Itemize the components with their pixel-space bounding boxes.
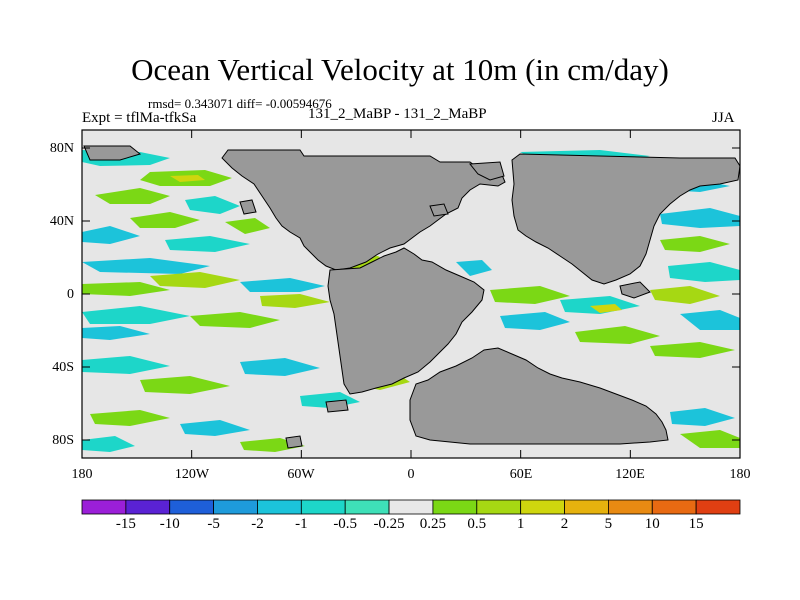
x-tick-label: 60E: [509, 467, 533, 482]
land-south-west-continent: [327, 247, 485, 395]
colorbar-swatch: [81, 499, 127, 515]
y-tick-label: 40S: [52, 360, 74, 375]
colorbar-label: -0.5: [333, 516, 358, 532]
anomaly-green: [150, 272, 240, 288]
colorbar-swatch: [695, 499, 741, 515]
anomaly-yellow: [170, 175, 205, 182]
land-small-island: [83, 145, 142, 161]
colorbar-swatch: [651, 499, 697, 515]
colorbar-label: -15: [115, 516, 136, 532]
y-tick-label: 0: [67, 287, 74, 302]
colorbar-swatch: [388, 499, 434, 515]
anomaly-green: [575, 326, 660, 344]
colorbar-label: 0.25: [419, 516, 447, 532]
y-tick-label: 80S: [52, 433, 74, 448]
colorbar-swatch: [257, 499, 302, 515]
anomaly-green: [490, 286, 570, 304]
anomaly-cyan: [240, 278, 325, 292]
anomaly-green: [650, 286, 720, 304]
x-tick-label: 180: [729, 467, 751, 482]
colorbar-swatch: [520, 499, 565, 515]
land-small-island: [325, 399, 349, 413]
y-tick-label: 40N: [49, 214, 74, 229]
anomaly-cyan: [456, 260, 492, 276]
anomaly-cyan: [82, 226, 140, 244]
anomaly-cyan: [185, 196, 240, 214]
x-tick-label: 60W: [287, 467, 315, 482]
y-tick-label: 80N: [49, 141, 74, 156]
x-tick-label: 120W: [174, 467, 210, 482]
land-small-island: [429, 203, 449, 217]
colorbar-label: 1: [516, 516, 525, 532]
runs-label: 131_2_MaBP - 131_2_MaBP: [308, 106, 487, 122]
anomaly-cyan: [82, 356, 170, 374]
colorbar-label: 2: [560, 516, 569, 532]
anomaly-green: [650, 342, 735, 358]
colorbar-swatch: [476, 499, 522, 515]
anomaly-green: [225, 218, 270, 234]
anomaly-green: [680, 430, 740, 448]
land-south-east-continent: [409, 347, 669, 445]
colorbar-label: 0.5: [467, 516, 487, 532]
colorbar-label: -10: [159, 516, 180, 532]
anomaly-cyan: [82, 258, 210, 274]
colorbar-swatch: [564, 499, 609, 515]
land-small-island: [239, 199, 257, 215]
anomaly-green: [260, 294, 330, 308]
anomaly-green: [660, 236, 730, 252]
colorbar-label: -1: [295, 516, 308, 532]
map-panel: [81, 129, 741, 459]
anomaly-cyan: [82, 306, 190, 324]
anomaly-cyan: [668, 262, 740, 282]
x-tick-label: 0: [407, 467, 415, 482]
season-label: JJA: [712, 110, 735, 126]
axis-ticks: [81, 130, 741, 458]
anomaly-yellow: [590, 304, 622, 313]
anomaly-green: [95, 188, 170, 204]
colorbar-label: -5: [207, 516, 220, 532]
x-tick-label: 180: [71, 467, 93, 482]
anomaly-green: [90, 410, 170, 426]
colorbar-swatch: [344, 499, 390, 515]
anomaly-green: [82, 282, 170, 296]
land-small-island: [619, 281, 651, 299]
colorbar-swatch: [432, 499, 478, 515]
anomaly-green: [190, 312, 280, 328]
anomaly-cyan: [82, 326, 150, 340]
x-tick-label: 120E: [615, 467, 645, 482]
colorbar-label: -0.25: [373, 516, 405, 532]
colorbar-label: 15: [688, 516, 704, 532]
colorbar-swatch: [125, 499, 171, 515]
colorbar: [81, 499, 741, 515]
colorbar-label: 10: [644, 516, 660, 532]
land-small-island: [285, 435, 303, 449]
land-masses: [83, 145, 741, 449]
stats-text: rmsd= 0.343071 diff= -0.00594676: [148, 96, 332, 111]
anomaly-cyan: [180, 420, 250, 436]
colorbar-label: 5: [604, 516, 613, 532]
map-title: Ocean Vertical Velocity at 10m (in cm/da…: [131, 52, 669, 87]
anomaly-cyan: [660, 208, 740, 228]
anomaly-cyan: [165, 236, 250, 252]
anomaly-cyan: [680, 310, 740, 330]
anomaly-cyan: [670, 408, 735, 426]
colorbar-swatch: [300, 499, 346, 515]
anomaly-cyan: [240, 358, 320, 376]
anomaly-green: [140, 376, 230, 394]
experiment-label: Expt = tflMa-tfkSa: [82, 110, 197, 126]
colorbar-swatch: [608, 499, 653, 515]
colorbar-label: -2: [251, 516, 264, 532]
colorbar-swatch: [213, 499, 258, 515]
land-greenland-region: [469, 161, 505, 181]
anomaly-cyan: [82, 436, 135, 452]
anomaly-cyan: [500, 312, 570, 330]
anomaly-green: [130, 212, 200, 228]
colorbar-swatch: [169, 499, 215, 515]
